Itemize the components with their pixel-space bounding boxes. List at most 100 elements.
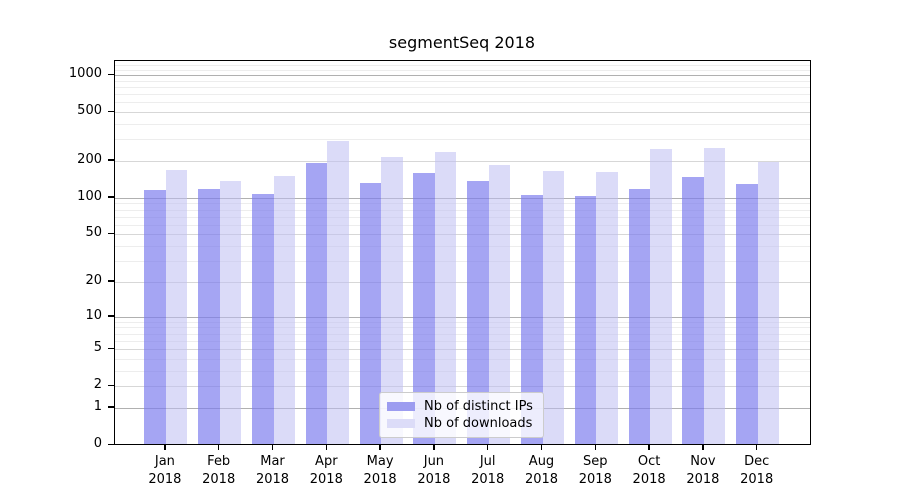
bar-distinct-ips (467, 181, 489, 444)
y-tick-label: 20 (85, 272, 102, 288)
bar-distinct-ips (628, 188, 651, 444)
x-tick-month: Jul (479, 454, 496, 469)
x-tick-mark (271, 445, 274, 450)
x-tick-year: 2018 (148, 471, 182, 487)
bar-downloads (434, 151, 457, 444)
x-tick-label: Aug 2018 (510, 453, 574, 488)
x-tick-year: 2018 (632, 471, 666, 487)
gridline (115, 370, 810, 372)
x-tick-mark (164, 445, 166, 450)
x-tick-month: Nov (690, 454, 716, 469)
bar-distinct-ips (198, 189, 220, 444)
x-tick-label: May 2018 (348, 453, 412, 488)
gridline (115, 224, 810, 226)
x-tick-month: May (366, 454, 394, 469)
x-tick-label: Jan 2018 (133, 453, 197, 488)
y-tick-label: 1000 (68, 66, 102, 81)
x-tick-mark (217, 445, 220, 450)
x-tick-year: 2018 (740, 471, 774, 487)
legend-row: Nb of downloads (387, 415, 533, 432)
y-tick-label: 50 (85, 225, 102, 241)
legend-label-downloads: Nb of downloads (424, 416, 533, 431)
x-tick-year: 2018 (471, 471, 505, 487)
x-tick-month: Jan (154, 454, 175, 469)
bar-downloads (165, 169, 188, 444)
gridline (115, 327, 810, 329)
x-tick-year: 2018 (255, 471, 290, 487)
x-tick-label: Sep 2018 (563, 453, 627, 488)
x-tick-month: Jun (423, 454, 445, 469)
x-tick-label: Jun 2018 (402, 453, 466, 488)
x-tick-year: 2018 (309, 471, 343, 487)
x-tick-label: Nov 2018 (671, 453, 735, 488)
gridline (115, 246, 810, 248)
bar-distinct-ips (521, 194, 543, 444)
bar-distinct-ips (305, 163, 328, 444)
y-tick-label: 2 (93, 377, 102, 393)
bar-downloads (650, 148, 672, 444)
bar-distinct-ips (252, 194, 274, 444)
gridline (115, 209, 810, 211)
x-tick-label: Oct 2018 (617, 453, 681, 488)
y-tick-label: 1 (93, 398, 102, 414)
gridline (115, 349, 810, 351)
x-tick-mark (648, 445, 650, 450)
bar-distinct-ips (144, 189, 166, 444)
bar-downloads (542, 170, 564, 444)
x-tick-month: Feb (207, 454, 231, 469)
x-tick-month: Sep (583, 454, 608, 469)
x-tick-mark (594, 445, 597, 450)
gridline (115, 197, 810, 199)
gridline (115, 333, 810, 335)
gridline (115, 102, 810, 104)
gridline (115, 281, 810, 283)
x-tick-mark (433, 445, 435, 450)
y-tick-label: 5 (93, 340, 102, 356)
plot-area (114, 60, 811, 445)
x-tick-mark (486, 445, 489, 450)
gridline (115, 86, 810, 88)
bar-downloads (273, 176, 295, 444)
gridline (115, 386, 810, 388)
bar-downloads (381, 157, 403, 444)
x-tick-mark (702, 445, 704, 450)
bar-distinct-ips (574, 196, 597, 444)
gridline (115, 203, 810, 205)
y-tick-label: 100 (77, 188, 102, 204)
x-tick-label: Dec 2018 (725, 453, 789, 488)
x-tick-label: Apr 2018 (294, 453, 358, 488)
gridline (115, 261, 810, 263)
bar-downloads (219, 181, 242, 444)
y-tick-label: 200 (77, 151, 102, 167)
bar-distinct-ips (736, 183, 758, 444)
gridline (115, 94, 810, 96)
x-tick-month: Oct (637, 454, 661, 469)
legend-swatch-downloads (387, 419, 415, 428)
bar-downloads (757, 162, 780, 444)
chart-title: segmentSeq 2018 (388, 33, 536, 52)
legend-swatch-distinct-ips (387, 402, 415, 411)
x-tick-year: 2018 (363, 471, 397, 487)
x-tick-mark (540, 445, 543, 450)
gridline (115, 75, 810, 76)
x-tick-label: Feb 2018 (187, 453, 251, 488)
y-tick-label: 500 (77, 103, 102, 119)
gridline (115, 160, 810, 162)
x-tick-mark (755, 445, 758, 450)
x-tick-label: Mar 2018 (241, 453, 305, 488)
legend-label-distinct-ips: Nb of distinct IPs (424, 399, 533, 414)
bar-distinct-ips (682, 177, 704, 444)
gridline (115, 321, 810, 323)
x-tick-year: 2018 (417, 471, 451, 487)
bar-distinct-ips (359, 182, 382, 444)
gridline (115, 340, 810, 342)
gridline (115, 316, 810, 318)
gridline (115, 65, 810, 67)
bar-downloads (327, 140, 349, 444)
y-tick-label: 10 (85, 307, 102, 323)
x-tick-month: Aug (528, 454, 555, 469)
x-tick-mark (325, 445, 328, 450)
x-tick-year: 2018 (578, 471, 612, 487)
gridline (115, 358, 810, 360)
